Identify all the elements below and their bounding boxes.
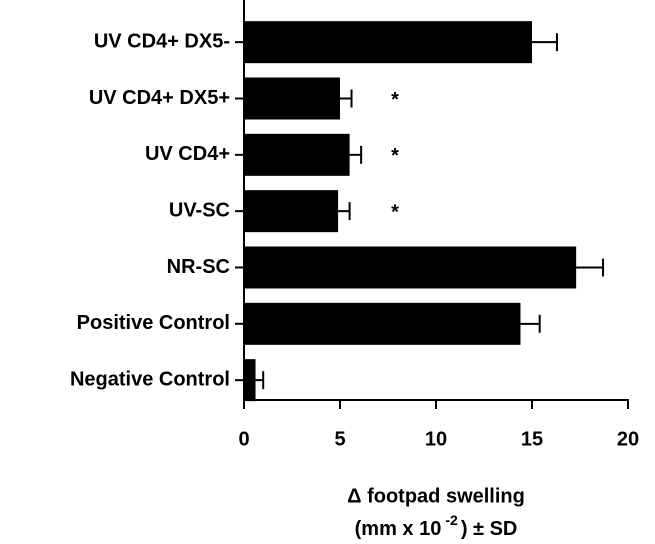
x-tick-label: 5: [334, 428, 345, 450]
unit-text: ) ± SD: [461, 518, 518, 540]
x-tick-label: 10: [425, 428, 447, 450]
annotation: *: [391, 89, 399, 111]
unit-text: (mm x 10: [355, 518, 442, 540]
bar: [244, 246, 577, 289]
y-tick-label: UV CD4+ DX5+: [89, 87, 230, 109]
y-tick-label: NR-SC: [167, 256, 230, 278]
y-tick-label: UV CD4+ DX5-: [94, 30, 230, 52]
y-tick-label: Negative Control: [70, 368, 230, 390]
bar: [244, 21, 532, 64]
bar: [244, 133, 350, 176]
bar: [244, 359, 256, 402]
x-tick-label: 0: [238, 428, 249, 450]
annotation: *: [391, 201, 399, 223]
x-tick-label: 20: [617, 428, 639, 450]
x-tick-label: 15: [521, 428, 543, 450]
unit-superscript: -2: [445, 512, 458, 528]
x-axis-label: Δ footpad swelling: [347, 485, 525, 507]
y-tick-label: UV-SC: [169, 199, 230, 221]
bar: [244, 190, 339, 233]
bar: [244, 302, 521, 345]
x-axis-unit: (mm x 10 -2) ± SD: [355, 512, 518, 541]
y-tick-label: UV CD4+: [145, 143, 230, 165]
y-tick-label: Positive Control: [77, 312, 230, 334]
bar: [244, 77, 340, 120]
annotation: *: [391, 145, 399, 167]
